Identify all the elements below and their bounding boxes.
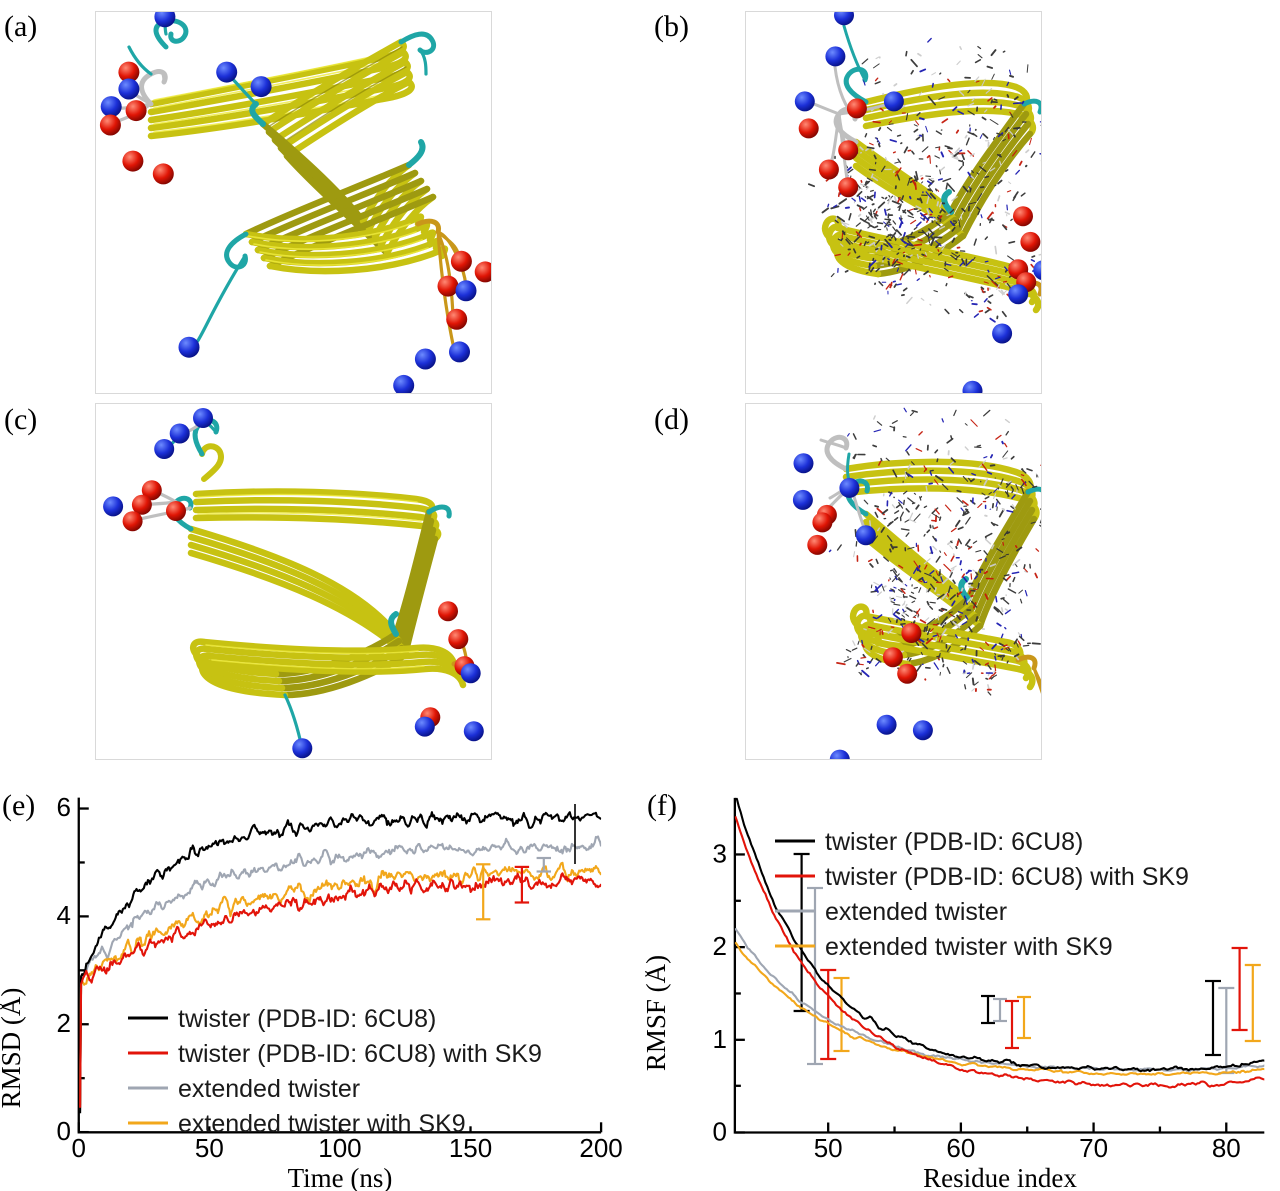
svg-text:(f): (f) [647,793,677,822]
svg-text:2: 2 [713,931,727,961]
svg-text:twister (PDB-ID: 6CU8) with SK: twister (PDB-ID: 6CU8) with SK9 [178,1040,542,1068]
svg-text:twister (PDB-ID: 6CU8): twister (PDB-ID: 6CU8) [178,1005,436,1033]
svg-text:twister (PDB-ID: 6CU8) with SK: twister (PDB-ID: 6CU8) with SK9 [825,863,1189,891]
svg-text:extended twister: extended twister [178,1075,360,1103]
svg-text:1: 1 [713,1024,727,1054]
svg-text:0: 0 [72,1133,86,1163]
svg-text:200: 200 [579,1133,622,1163]
svg-text:6: 6 [57,793,71,822]
svg-text:RMSF (Å): RMSF (Å) [645,955,671,1071]
svg-text:4: 4 [57,900,71,930]
svg-text:(e): (e) [2,793,35,822]
svg-text:0: 0 [57,1116,71,1146]
svg-text:2: 2 [57,1008,71,1038]
svg-text:3: 3 [713,838,727,868]
svg-text:70: 70 [1079,1133,1108,1163]
svg-text:60: 60 [946,1133,975,1163]
svg-text:extended twister: extended twister [825,898,1007,926]
svg-text:RMSD (Å): RMSD (Å) [0,988,26,1109]
svg-text:Time (ns): Time (ns) [288,1163,393,1191]
svg-text:0: 0 [713,1117,727,1147]
svg-text:twister (PDB-ID: 6CU8): twister (PDB-ID: 6CU8) [825,828,1083,856]
svg-text:extended twister with SK9: extended twister with SK9 [178,1110,466,1138]
svg-text:80: 80 [1212,1133,1241,1163]
svg-text:Residue index: Residue index [923,1163,1077,1191]
svg-text:50: 50 [814,1133,843,1163]
svg-text:extended twister with SK9: extended twister with SK9 [825,933,1113,961]
